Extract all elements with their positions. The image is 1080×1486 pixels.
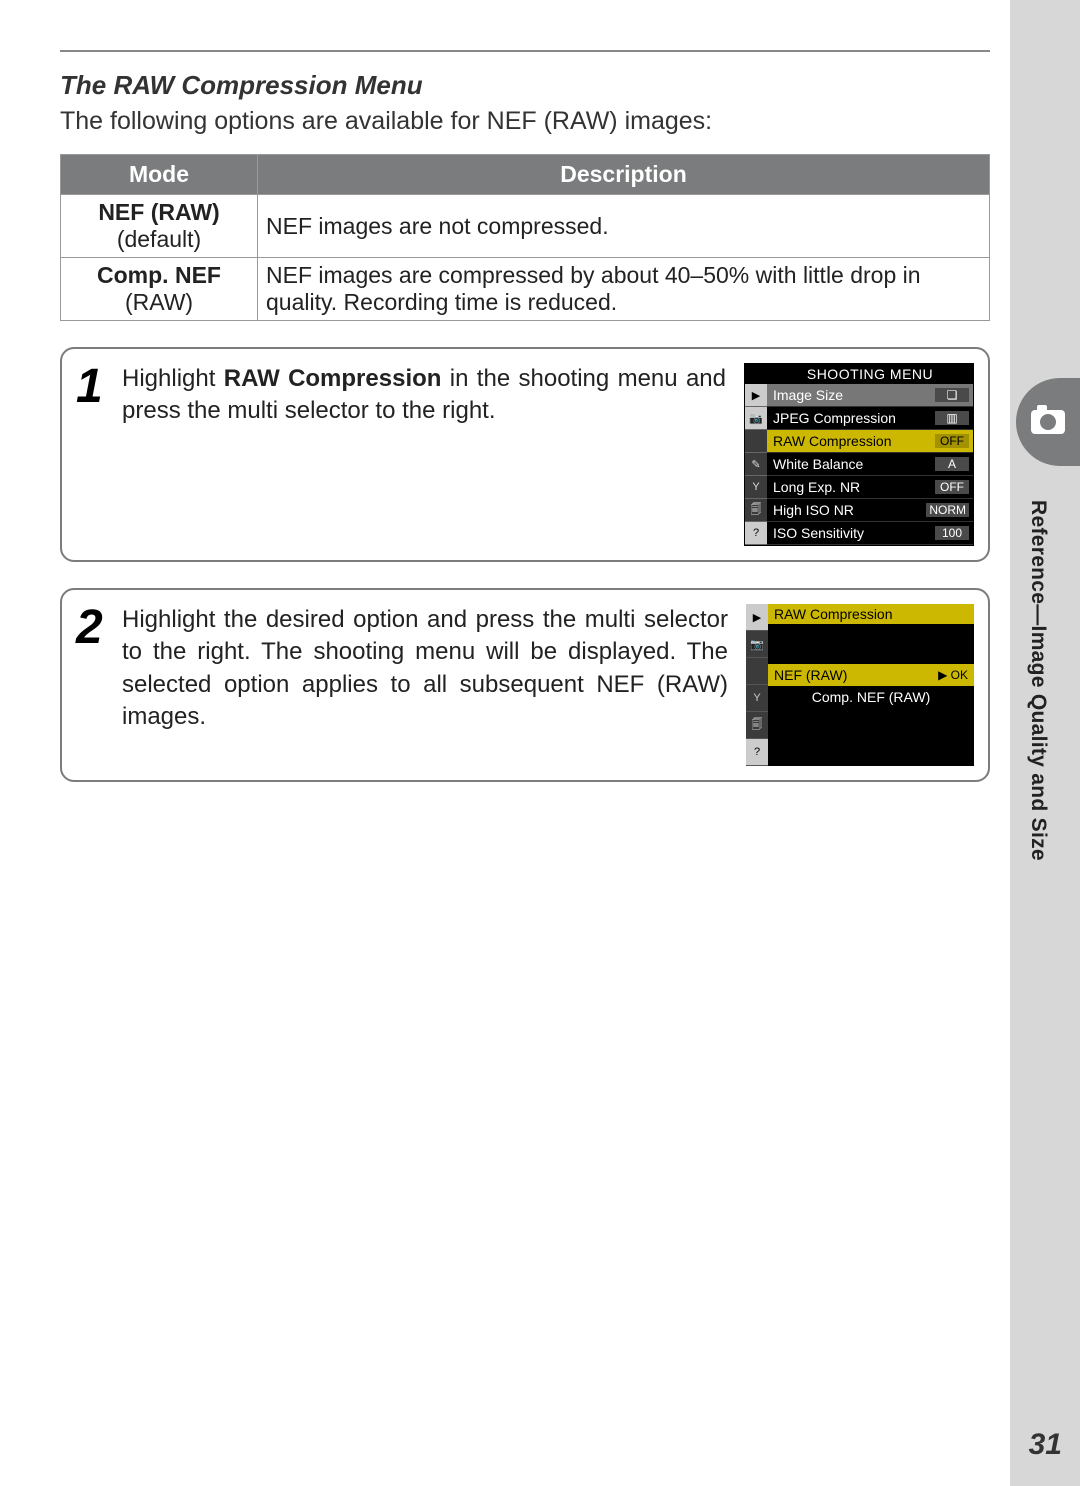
lcd-item-label: JPEG Compression [773, 410, 896, 426]
mode-table: Mode Description NEF (RAW)(default)NEF i… [60, 154, 990, 321]
lcd-item-value: NORM [926, 503, 969, 517]
lcd-item-label: RAW Compression [773, 433, 892, 449]
lcd-side-icon: 📷 [746, 631, 768, 658]
lcd-side-icon: ▶ [745, 384, 767, 407]
mode-cell: Comp. NEF(RAW) [61, 258, 258, 321]
lcd-option-label: NEF (RAW) [774, 667, 847, 683]
step-text: Highlight the desired option and press t… [122, 604, 728, 766]
lcd-item-value: A [935, 457, 969, 471]
intro-text: The following options are available for … [60, 107, 990, 136]
lcd-menu-item: ISO Sensitivity 100 [767, 522, 973, 545]
lcd-item-label: High ISO NR [773, 502, 854, 518]
desc-cell: NEF images are compressed by about 40–50… [258, 258, 990, 321]
lcd-menu-item: High ISO NR NORM [767, 499, 973, 522]
lcd-item-value: OFF [935, 480, 969, 494]
lcd-menu-item: RAW Compression OFF [767, 430, 973, 453]
mode-cell: NEF (RAW)(default) [61, 195, 258, 258]
lcd-side-icon: 🗐 [745, 499, 767, 522]
lcd-shooting-menu: SHOOTING MENU ▶📷 ✎Y🗐? Image Size ❏ JPEG Co… [744, 363, 974, 546]
lcd-item-label: White Balance [773, 456, 863, 472]
lcd-ok-indicator: ▶ OK [938, 668, 968, 682]
lcd-item-label: ISO Sensitivity [773, 525, 864, 541]
lcd-side-icon: 🗐 [746, 712, 768, 739]
step-text: Highlight RAW Compression in the shootin… [122, 363, 726, 546]
table-row: NEF (RAW)(default)NEF images are not com… [61, 195, 990, 258]
lcd-side-icon [746, 658, 768, 685]
table-row: Comp. NEF(RAW)NEF images are compressed … [61, 258, 990, 321]
lcd-side-icon: Y [746, 685, 768, 712]
lcd-side-icon: ? [746, 739, 768, 766]
sidebar-label: Reference—Image Quality and Size [1026, 500, 1050, 861]
lcd-menu-item: JPEG Compression ▥ [767, 407, 973, 430]
lcd-side-icon: ? [745, 522, 767, 545]
lcd-raw-compression: ▶📷 Y🗐? RAW Compression NEF (RAW) ▶ OK Comp… [746, 604, 974, 766]
lcd-item-value: 100 [935, 526, 969, 540]
page-number: 31 [1029, 1428, 1062, 1462]
step-1: 1 Highlight RAW Compression in the shoot… [60, 347, 990, 562]
lcd-menu-item: Long Exp. NR OFF [767, 476, 973, 499]
lcd-menu-item: Image Size ❏ [767, 384, 973, 407]
step-number: 2 [76, 604, 108, 652]
lcd-side-icon: 📷 [745, 407, 767, 430]
lcd-side-icon: Y [745, 476, 767, 499]
step-2: 2 Highlight the desired option and press… [60, 588, 990, 782]
lcd-option: Comp. NEF (RAW) [768, 686, 974, 708]
lcd2-title: RAW Compression [768, 604, 974, 624]
lcd-item-label: Image Size [773, 387, 843, 403]
lcd-item-value: ❏ [935, 388, 969, 402]
sidebar-tab [1016, 378, 1080, 466]
lcd-title: SHOOTING MENU [767, 364, 973, 384]
desc-cell: NEF images are not compressed. [258, 195, 990, 258]
sidebar: Reference—Image Quality and Size 31 [1010, 0, 1080, 1486]
lcd-option: NEF (RAW) ▶ OK [768, 664, 974, 686]
top-rule [60, 50, 990, 52]
col-desc: Description [258, 155, 990, 195]
camera-icon [1031, 410, 1065, 434]
col-mode: Mode [61, 155, 258, 195]
section-title: The RAW Compression Menu [60, 70, 990, 101]
lcd-item-label: Long Exp. NR [773, 479, 860, 495]
lcd-menu-item: White Balance A [767, 453, 973, 476]
step-number: 1 [76, 363, 108, 411]
lcd-side-icon: ▶ [746, 604, 768, 631]
lcd-side-icon: ✎ [745, 453, 767, 476]
lcd-side-icon [745, 430, 767, 453]
lcd-item-value: OFF [935, 434, 969, 448]
lcd-item-value: ▥ [935, 411, 969, 425]
